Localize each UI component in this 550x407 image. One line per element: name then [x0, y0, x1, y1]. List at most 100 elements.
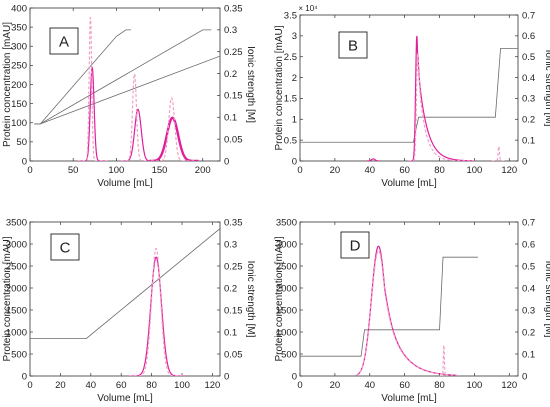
ionic-strength-line	[30, 228, 220, 339]
plot-frame	[299, 221, 519, 377]
y-exponent-label: × 10⁴	[298, 4, 318, 13]
y2-tick-label: 0.7	[522, 10, 535, 21]
y-axis-title: Protein concentration [mAU]	[274, 25, 285, 150]
y-tick-label: 3	[292, 31, 297, 42]
x-tick-label: 20	[330, 165, 341, 176]
x-tick-label: 40	[364, 165, 375, 176]
plot-area	[300, 35, 518, 161]
y2-tick-label: 0.05	[224, 134, 243, 145]
y-tick-label: 3000	[6, 239, 27, 250]
x-tick-label: 60	[399, 380, 410, 391]
y-tick-label: 3000	[276, 239, 297, 250]
elution-peak-dashed	[128, 247, 186, 376]
x-tick-label: 100	[108, 165, 124, 176]
y2-tick-label: 0.15	[224, 305, 243, 316]
x-tick-label: 80	[146, 380, 157, 391]
panel-d: 0 20 40 60 80 100 120 0 500 1000 1500 2000 2500 3000 3…	[274, 217, 550, 404]
y2-tick-label: 0.2	[224, 69, 237, 80]
elution-peak-dashed	[150, 97, 195, 161]
y-tick-label: 2000	[6, 283, 27, 294]
x-axis-title: Volume [mL]	[381, 178, 437, 189]
y-tick-label: 0	[22, 156, 27, 167]
elution-peak-dashed	[355, 249, 457, 376]
y-tick-label: 2500	[6, 261, 27, 272]
y-tick-label: 3.5	[284, 10, 297, 21]
plot-area	[30, 228, 220, 376]
x-tick-label: 120	[204, 380, 220, 391]
y-tick-label: 100	[11, 118, 27, 129]
ionic-strength-line	[300, 256, 478, 357]
y-tick-label: 400	[11, 3, 27, 14]
x-tick-label: 0	[27, 380, 32, 391]
y2-tick-label: 0.7	[522, 217, 535, 228]
y2-tick-label: 0.35	[224, 217, 243, 228]
y2-tick-label: 0.05	[224, 349, 243, 360]
y-axis-title: Protein concentration [mAU]	[2, 22, 13, 147]
y-tick-label: 3500	[6, 217, 27, 228]
panel-letter-box	[49, 27, 79, 55]
x-axis-title: Volume [mL]	[97, 178, 153, 189]
y-tick-label: 0	[292, 371, 297, 382]
y-tick-label: 500	[11, 349, 27, 360]
y-axis-title: Protein concentration [mAU]	[2, 236, 13, 361]
y-tick-label: 50	[16, 137, 27, 148]
x-tick-label: 40	[364, 380, 375, 391]
x-tick-label: 60	[116, 380, 127, 391]
y-tick-label: 1500	[6, 305, 27, 316]
panel-letter-box	[340, 231, 370, 259]
y2-tick-label: 0.4	[522, 73, 535, 84]
y-tick-label: 0	[292, 156, 297, 167]
y2-tick-label: 0.5	[522, 261, 535, 272]
y2-tick-label: 0.1	[522, 349, 535, 360]
y-tick-label: 2500	[276, 261, 297, 272]
y-axis-title: Protein concentration [mAU]	[274, 236, 285, 361]
panel-b: 0 20 40 60 80 100 120 0 0.5 1 1.5 2 2.5 3 3.5 0 0.1 0.2 0.…	[274, 4, 550, 189]
x-tick-label: 100	[466, 165, 482, 176]
y-tick-label: 2.5	[284, 52, 297, 63]
y-tick-label: 150	[11, 99, 27, 110]
y2-tick-label: 0.1	[224, 327, 237, 338]
y-tick-label: 1.5	[284, 94, 297, 105]
panel-letter-box	[50, 233, 80, 261]
y2-tick-label: 0	[224, 371, 229, 382]
y2-axis-title: Ionic strength [M]	[245, 46, 256, 123]
x-tick-label: 100	[174, 380, 190, 391]
y2-axis-title: Ionic strength [M]	[543, 261, 550, 338]
y-tick-label: 350	[11, 22, 27, 33]
x-tick-label: 80	[434, 380, 445, 391]
elution-peak	[149, 116, 199, 161]
y-tick-label: 3500	[276, 217, 297, 228]
x-tick-label: 50	[68, 165, 79, 176]
y2-axis-title: Ionic strength [M]	[543, 50, 550, 127]
elution-peak-dashed	[408, 52, 475, 161]
plot-frame	[299, 14, 519, 162]
y2-axis-title: Ionic strength [M]	[245, 261, 256, 338]
x-tick-label: 150	[152, 165, 168, 176]
elution-peak	[77, 66, 108, 161]
y2-tick-label: 0.25	[224, 261, 243, 272]
x-tick-label: 40	[86, 380, 97, 391]
x-tick-label: 60	[399, 165, 410, 176]
elution-peak	[355, 245, 457, 376]
x-axis-title: Volume [mL]	[381, 393, 437, 404]
y2-tick-label: 0.2	[224, 283, 237, 294]
y2-tick-label: 0	[224, 156, 229, 167]
y2-tick-label: 0	[522, 371, 527, 382]
y2-tick-label: 0.35	[224, 3, 243, 14]
y2-tick-label: 0.3	[522, 305, 535, 316]
y2-tick-label: 0.2	[522, 327, 535, 338]
y2-tick-label: 0.5	[522, 52, 535, 63]
plot-area	[34, 16, 220, 161]
elution-peak	[128, 256, 186, 376]
ionic-strength-line	[300, 47, 518, 143]
plot-frame	[29, 221, 221, 377]
panel-letter-box	[338, 31, 368, 59]
x-tick-label: 120	[501, 380, 517, 391]
y2-tick-label: 0.2	[522, 115, 535, 126]
x-tick-label: 120	[501, 165, 517, 176]
y2-tick-label: 0.1	[224, 113, 237, 124]
y2-tick-label: 0.15	[224, 91, 243, 102]
plot-area	[300, 245, 478, 376]
panel-letter: C	[60, 240, 71, 257]
